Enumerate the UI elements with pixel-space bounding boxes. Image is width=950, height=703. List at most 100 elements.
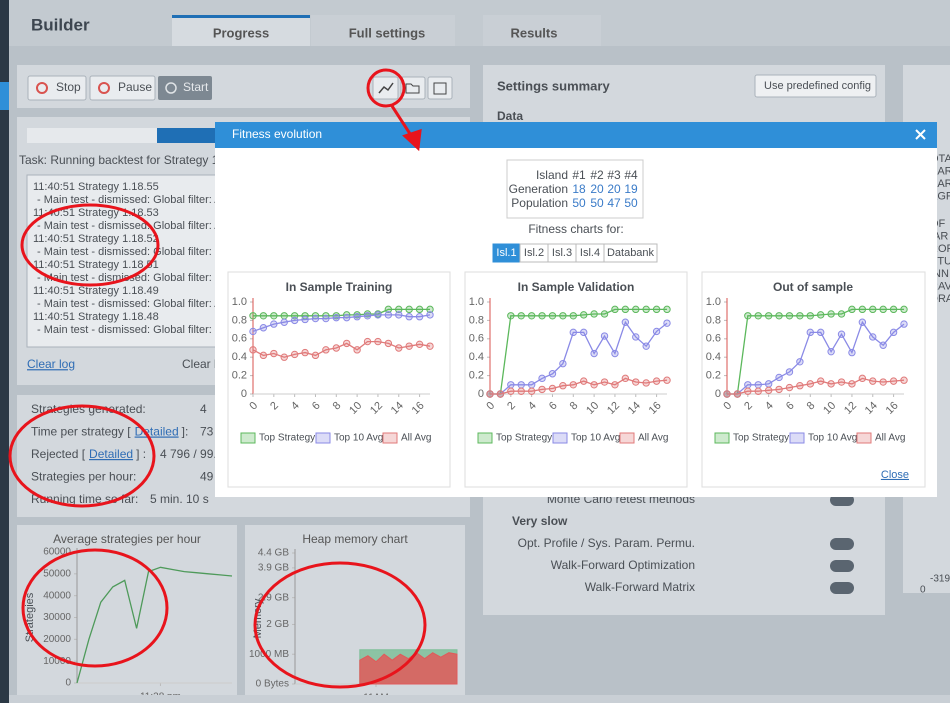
stat-label: Time per strategy [Detailed]: (31, 425, 188, 439)
point (353, 313, 361, 321)
settings-row: Walk-Forward Optimization (551, 558, 695, 572)
clear-other[interactable]: Clear lo (182, 357, 224, 371)
config-button[interactable] (754, 74, 877, 98)
point (652, 327, 661, 336)
y-tick-label: 60000 (43, 547, 71, 558)
y-tick-label: 0.2 (232, 370, 247, 382)
settings-row: Opt. Profile / Sys. Param. Permu. (518, 536, 695, 550)
point (889, 377, 898, 385)
save-button[interactable] (427, 76, 453, 100)
point (806, 312, 814, 320)
annotations (8, 68, 427, 689)
side-strip (0, 0, 9, 703)
stat-label-text: Strategies generated: (31, 402, 146, 416)
point (889, 328, 898, 337)
point (817, 311, 825, 319)
table-cell: Population (511, 196, 568, 210)
table-cell: #1 (572, 168, 586, 182)
line (727, 377, 905, 395)
point (754, 381, 762, 389)
save-icon (433, 82, 447, 95)
table-cell: 50 (624, 196, 638, 210)
tab[interactable]: Progress (213, 25, 269, 40)
point (559, 382, 567, 390)
close-link[interactable]: Close (881, 469, 909, 481)
start-icon (165, 82, 177, 94)
point (527, 312, 536, 320)
point (415, 340, 424, 349)
start-button[interactable] (158, 76, 212, 100)
legend-swatch (789, 432, 805, 444)
point (652, 377, 661, 385)
y-tick-label: 0.4 (232, 351, 247, 363)
y-tick-label: 2 GB (266, 619, 289, 630)
pause-button[interactable] (89, 75, 156, 101)
table-cell: #2 (590, 168, 604, 182)
pause-icon (98, 82, 110, 94)
point (249, 312, 257, 320)
island-tabs: Isl.1 Isl.2 Isl.3 Isl.4 Databank (492, 243, 658, 263)
stat-detail-link[interactable]: Detailed (135, 425, 179, 439)
scrollbar[interactable] (9, 695, 950, 703)
log-lines: 11:40:51 Strategy 1.18.55- Main test - d… (33, 181, 238, 336)
heap-chart: Heap memory chart Memory 0 Bytes 1000 MB 2 G… (249, 532, 458, 703)
legend-swatch (382, 432, 398, 444)
toggle[interactable] (830, 582, 854, 594)
chart-title: Heap memory chart (302, 532, 408, 546)
toggle[interactable] (830, 538, 854, 550)
point (280, 318, 288, 326)
point (817, 328, 825, 337)
y-tick-label: 0.8 (232, 314, 247, 326)
stop-button[interactable] (27, 75, 87, 101)
toggle[interactable] (830, 560, 854, 572)
log-line: - Main test - dismissed: Global filter: … (37, 246, 238, 258)
y-tick-label: 0.6 (706, 333, 721, 345)
legend-label: All Avg (875, 433, 905, 444)
line (252, 340, 431, 358)
log-line: - Main test - dismissed: Global filter: … (37, 194, 236, 206)
island-tab-label: Isl.1 (496, 247, 516, 259)
point (384, 339, 393, 348)
y-tick-label: 0.6 (469, 333, 484, 345)
island-tab[interactable] (603, 243, 658, 263)
point (259, 324, 268, 332)
point (827, 310, 835, 318)
stat-value: 73 (200, 425, 214, 439)
close-icon[interactable] (915, 129, 926, 140)
point (642, 379, 650, 387)
clear-log-link[interactable]: Clear log (27, 357, 75, 371)
point (848, 348, 856, 357)
table-cell: Island (536, 168, 568, 182)
point (869, 305, 877, 314)
annotation-ellipse (20, 203, 160, 287)
line (727, 320, 905, 395)
point (395, 305, 403, 314)
point (785, 312, 794, 320)
y-tick-label: 0.6 (232, 333, 247, 345)
island-tab-label: Isl.2 (524, 247, 544, 259)
point (879, 305, 887, 314)
settings-row: Walk-Forward Matrix (585, 580, 695, 594)
tab[interactable]: Full settings (349, 25, 426, 40)
stat-value: 5 min. 10 s (150, 492, 209, 506)
island-table (506, 159, 644, 219)
point (507, 387, 515, 395)
tab-bg[interactable] (483, 15, 601, 46)
point (507, 312, 515, 320)
tab-active[interactable] (172, 15, 310, 46)
settings-title: Settings summary (497, 78, 610, 93)
table-cell: #3 (607, 168, 621, 182)
point (301, 315, 309, 324)
point (249, 346, 257, 354)
y-tick-label: 0 Bytes (256, 679, 289, 690)
y-tick-label: 0 (241, 388, 247, 400)
tab[interactable]: Results (511, 25, 558, 40)
stat-detail-link[interactable]: Detailed (89, 447, 133, 461)
point (517, 312, 525, 320)
tab-bg[interactable] (311, 15, 455, 46)
point (600, 310, 609, 318)
point (900, 376, 908, 384)
point (611, 349, 619, 358)
y-tick-label: 1000 MB (249, 649, 289, 660)
point (259, 351, 268, 360)
